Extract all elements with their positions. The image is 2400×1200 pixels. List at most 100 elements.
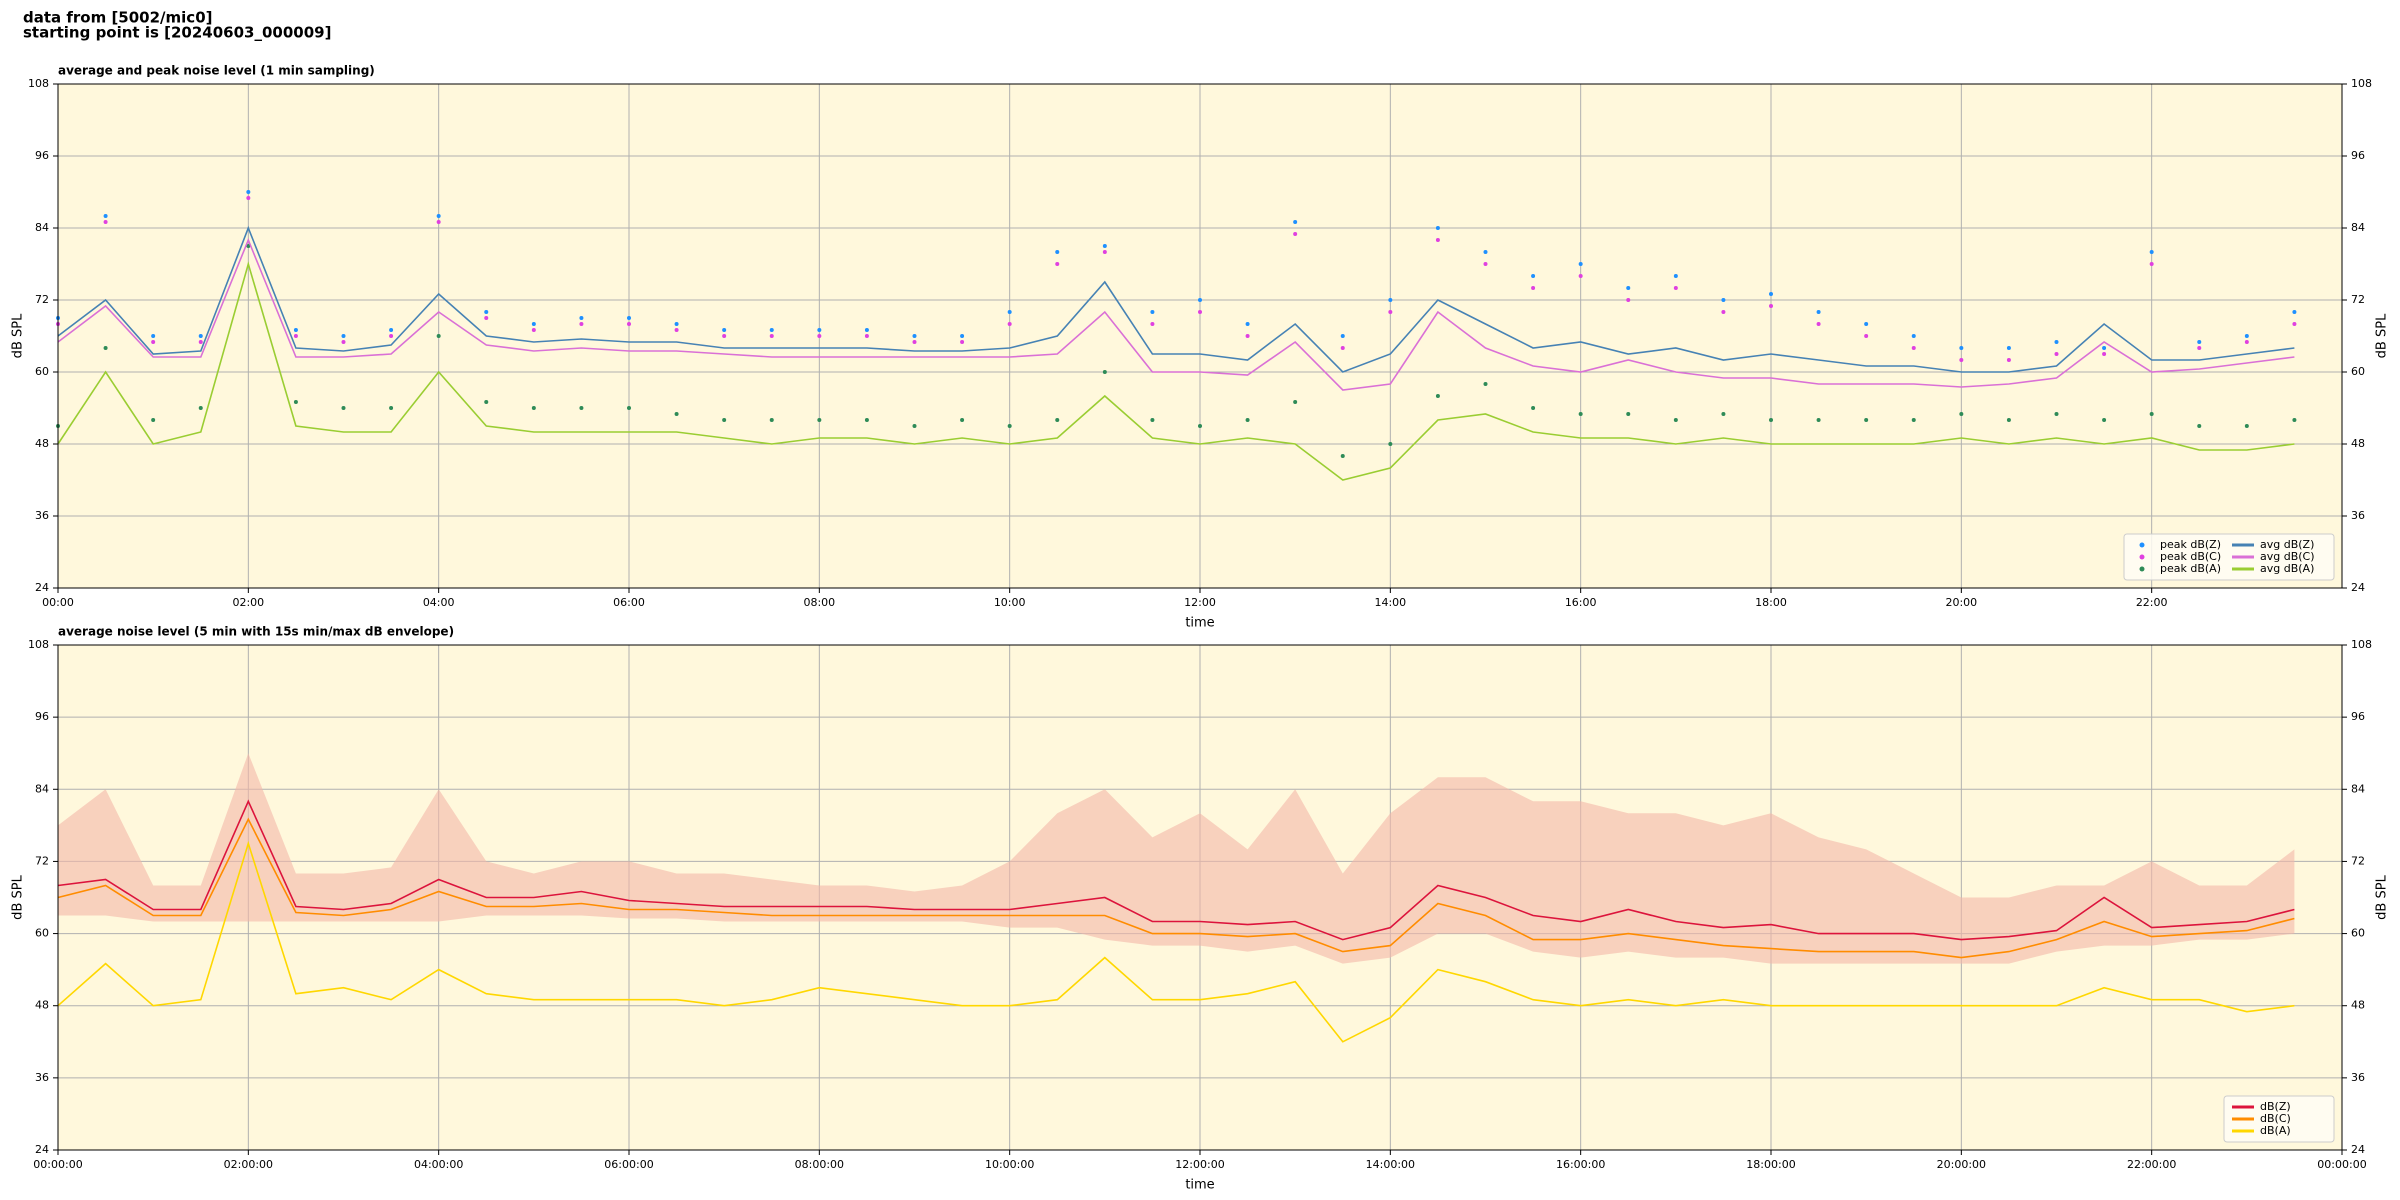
y-tick-label: 36 <box>2351 509 2365 522</box>
peak-point <box>1673 418 1678 422</box>
peak-point <box>436 214 441 218</box>
peak-point <box>2102 352 2107 356</box>
peak-point <box>1102 370 1107 374</box>
peak-point <box>2054 340 2059 344</box>
peak-point <box>436 220 441 224</box>
envelope-area <box>58 753 2295 964</box>
y-tick-label: 60 <box>35 365 49 378</box>
series-line <box>57 237 2295 391</box>
peak-point <box>579 316 584 320</box>
peak-point <box>1007 424 1012 428</box>
peak-point <box>1531 406 1536 410</box>
peak-point <box>1816 322 1821 326</box>
peak-point <box>1293 232 1298 236</box>
peak-point <box>960 334 965 338</box>
peak-point <box>1531 274 1536 278</box>
peak-point <box>103 346 108 350</box>
peak-point <box>769 418 774 422</box>
y-tick-label: 108 <box>28 77 49 90</box>
peak-point <box>103 220 108 224</box>
legend-marker <box>2139 554 2145 560</box>
y-tick-label: 60 <box>35 927 49 940</box>
peak-point <box>1911 418 1916 422</box>
peak-point <box>1864 322 1869 326</box>
x-tick-label: 06:00 <box>613 596 645 609</box>
peak-point <box>2292 310 2297 314</box>
y-axis-label: dB SPL <box>11 313 26 358</box>
peak-point <box>198 334 203 338</box>
x-tick-label: 18:00:00 <box>1746 1158 1795 1171</box>
y-tick-label: 48 <box>35 437 49 450</box>
peak-point <box>484 310 489 314</box>
legend-label: avg dB(C) <box>2260 550 2315 563</box>
peak-point <box>1293 400 1298 404</box>
legend-label: peak dB(Z) <box>2160 538 2221 551</box>
y-tick-label: 108 <box>2351 638 2372 651</box>
peak-point <box>1816 418 1821 422</box>
series-line <box>57 817 2295 959</box>
peak-point <box>1911 346 1916 350</box>
peak-point <box>1245 322 1250 326</box>
peak-point <box>1959 358 1964 362</box>
peak-point <box>2054 352 2059 356</box>
x-tick-label: 00:00:00 <box>33 1158 82 1171</box>
peak-point <box>960 418 965 422</box>
peak-point <box>1055 250 1060 254</box>
header-line: starting point is [20240603_000009] <box>23 24 331 42</box>
peak-point <box>817 334 822 338</box>
peak-point <box>1388 298 1393 302</box>
peak-point <box>2244 334 2249 338</box>
peak-point <box>246 190 251 194</box>
peak-point <box>960 340 965 344</box>
x-tick-label: 22:00:00 <box>2127 1158 2176 1171</box>
peak-point <box>2244 340 2249 344</box>
peak-point <box>1626 298 1631 302</box>
y-tick-label: 24 <box>35 1143 49 1156</box>
y-tick-label: 72 <box>35 854 49 867</box>
y-tick-label: 84 <box>35 782 49 795</box>
peak-point <box>2149 250 2154 254</box>
y-tick-label: 72 <box>2351 293 2365 306</box>
x-tick-label: 02:00 <box>232 596 264 609</box>
y-tick-label: 72 <box>35 293 49 306</box>
peak-point <box>1198 298 1202 302</box>
peak-point <box>1150 418 1155 422</box>
x-tick-label: 18:00 <box>1755 596 1787 609</box>
y-tick-label: 36 <box>35 509 49 522</box>
y-axis-label: dB SPL <box>11 874 26 919</box>
x-tick-label: 10:00:00 <box>985 1158 1034 1171</box>
x-axis-label: time <box>1185 1178 1214 1193</box>
peak-point <box>246 244 251 248</box>
y-tick-label: 60 <box>2351 927 2365 940</box>
x-tick-label: 22:00 <box>2136 596 2168 609</box>
peak-point <box>1864 334 1869 338</box>
plot-title: average and peak noise level (1 min samp… <box>58 64 375 78</box>
y-tick-label: 48 <box>2351 437 2365 450</box>
peak-point <box>1483 262 1488 266</box>
peak-point <box>151 334 156 338</box>
peak-point <box>2292 322 2297 326</box>
x-tick-label: 12:00 <box>1184 596 1216 609</box>
peak-point <box>817 418 822 422</box>
y-tick-label: 48 <box>2351 999 2365 1012</box>
peak-point <box>674 412 679 416</box>
peak-point <box>1673 286 1678 290</box>
peak-point <box>1102 250 1107 254</box>
peak-point <box>1531 286 1536 290</box>
y-tick-label: 72 <box>2351 854 2365 867</box>
x-axis-label: time <box>1185 616 1214 631</box>
peak-point <box>1578 274 1583 278</box>
peak-point <box>1959 412 1964 416</box>
peak-point <box>1769 292 1773 296</box>
series-line <box>57 261 2295 481</box>
peak-point <box>1911 334 1916 338</box>
peak-point <box>1055 418 1060 422</box>
peak-point <box>1245 334 1250 338</box>
peak-point <box>2244 424 2249 428</box>
peak-point <box>198 406 203 410</box>
peak-point <box>1198 424 1202 428</box>
x-tick-label: 10:00 <box>994 596 1026 609</box>
peak-point <box>2102 346 2107 350</box>
